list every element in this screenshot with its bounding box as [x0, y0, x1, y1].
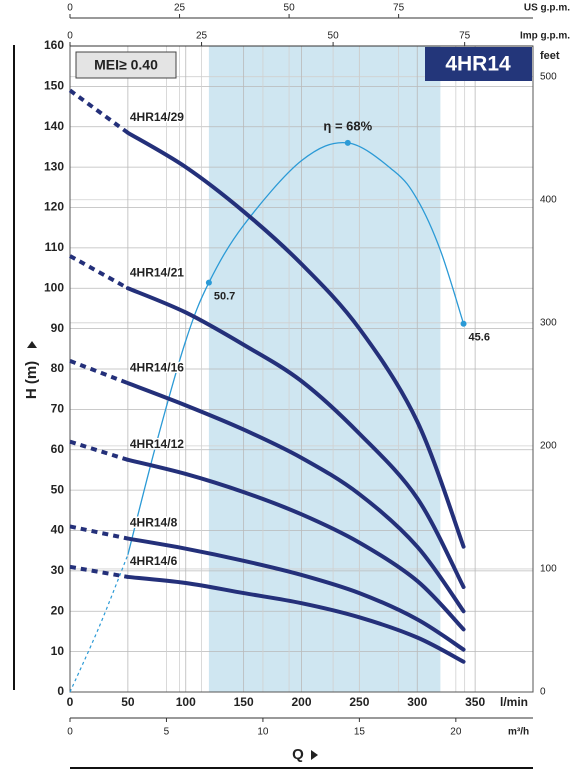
- series-label: 4HR14/6: [130, 554, 178, 568]
- pump-curve-dashed: [69, 524, 129, 541]
- x-tick-label: 300: [407, 695, 427, 709]
- efficiency-point: [460, 320, 467, 327]
- y-arrow: [27, 341, 37, 348]
- bottom-tick-label: 0: [67, 727, 73, 738]
- y-tick-label: 130: [44, 159, 64, 173]
- y-tick-label: 140: [44, 119, 64, 133]
- x-tick-label: 0: [67, 695, 74, 709]
- top-tick-label: 25: [174, 3, 186, 14]
- efficiency-point: [205, 279, 212, 286]
- x-label: l/min: [500, 695, 528, 709]
- y-tick-label: 10: [51, 644, 65, 658]
- top-tick-label: 75: [459, 31, 471, 42]
- y-tick-label: 150: [44, 79, 64, 93]
- y-tick-label: 0: [57, 684, 64, 698]
- x-tick-label: 150: [234, 695, 254, 709]
- pump-curve-dashed: [68, 88, 130, 135]
- top-tick-label: 75: [393, 3, 405, 14]
- badge-box: [425, 47, 532, 81]
- feet-label: feet: [540, 50, 560, 62]
- series-label: 4HR14/8: [130, 516, 178, 530]
- mei-label: MEI≥ 0.40: [94, 57, 158, 73]
- badge-label: 4HR14: [445, 53, 511, 76]
- pump-curve: [125, 536, 466, 652]
- x-tick-label: 200: [291, 695, 311, 709]
- bottom-tick-label: 10: [257, 727, 269, 738]
- x-tick-label: 50: [121, 695, 135, 709]
- pump-curve-dashed: [69, 254, 129, 290]
- bottom-tick-label: 15: [354, 727, 366, 738]
- top-tick-label: 50: [284, 3, 296, 14]
- efficiency-label: 45.6: [469, 332, 490, 344]
- efficiency-label: 50.7: [214, 291, 235, 303]
- y-tick-label: 70: [51, 402, 65, 416]
- y-tick-label: 90: [51, 321, 65, 335]
- efficiency-label: η = 68%: [323, 118, 372, 133]
- series-label: 4HR14/16: [130, 360, 184, 374]
- pump-curve: [125, 286, 466, 590]
- x-tick-label: 100: [176, 695, 196, 709]
- y2-tick-label: 300: [540, 317, 557, 328]
- y-tick-label: 40: [51, 523, 65, 537]
- y-tick-label: 100: [44, 280, 64, 294]
- pump-curve: [125, 457, 466, 632]
- y-tick-label: 80: [51, 361, 65, 375]
- top-tick-label: 0: [67, 31, 73, 42]
- series-label: 4HR14/29: [130, 110, 184, 124]
- top-tick-label: 25: [196, 31, 208, 42]
- y-label: H (m): [23, 361, 40, 399]
- y-tick-label: 30: [51, 563, 65, 577]
- us-gpm-label: US g.p.m.: [524, 3, 570, 14]
- x-tick-label: 250: [349, 695, 369, 709]
- m3h-label: m³/h: [508, 727, 529, 738]
- bottom-tick-label: 5: [164, 727, 170, 738]
- pump-curve-dashed: [69, 439, 129, 462]
- y-tick-label: 60: [51, 442, 65, 456]
- top-tick-label: 50: [328, 31, 340, 42]
- pump-curve: [125, 574, 466, 664]
- y-tick-label: 50: [51, 482, 65, 496]
- pump-curve: [125, 381, 466, 614]
- efficiency-point: [344, 139, 351, 146]
- mei-box: [75, 51, 177, 79]
- series-label: 4HR14/12: [130, 437, 184, 451]
- q-label: Q: [292, 746, 304, 763]
- q-arrow: [311, 750, 318, 760]
- y-tick-label: 160: [44, 38, 64, 52]
- y2-tick-label: 100: [540, 564, 557, 575]
- y2-tick-label: 200: [540, 441, 557, 452]
- top-tick-label: 0: [67, 3, 73, 14]
- x-tick-label: 350: [465, 695, 485, 709]
- pump-curve: [125, 130, 466, 549]
- pump-curve-dashed: [69, 359, 129, 385]
- bottom-tick-label: 20: [450, 727, 462, 738]
- imp-gpm-label: Imp g.p.m.: [520, 31, 570, 42]
- y2-tick-label: 400: [540, 194, 557, 205]
- y2-tick-label: 0: [540, 687, 546, 698]
- series-label: 4HR14/21: [130, 265, 184, 279]
- y2-tick-label: 500: [540, 71, 557, 82]
- y-tick-label: 110: [45, 240, 65, 254]
- y-tick-label: 20: [51, 603, 65, 617]
- y-tick-label: 120: [44, 200, 64, 214]
- pump-curve-dashed: [69, 564, 129, 579]
